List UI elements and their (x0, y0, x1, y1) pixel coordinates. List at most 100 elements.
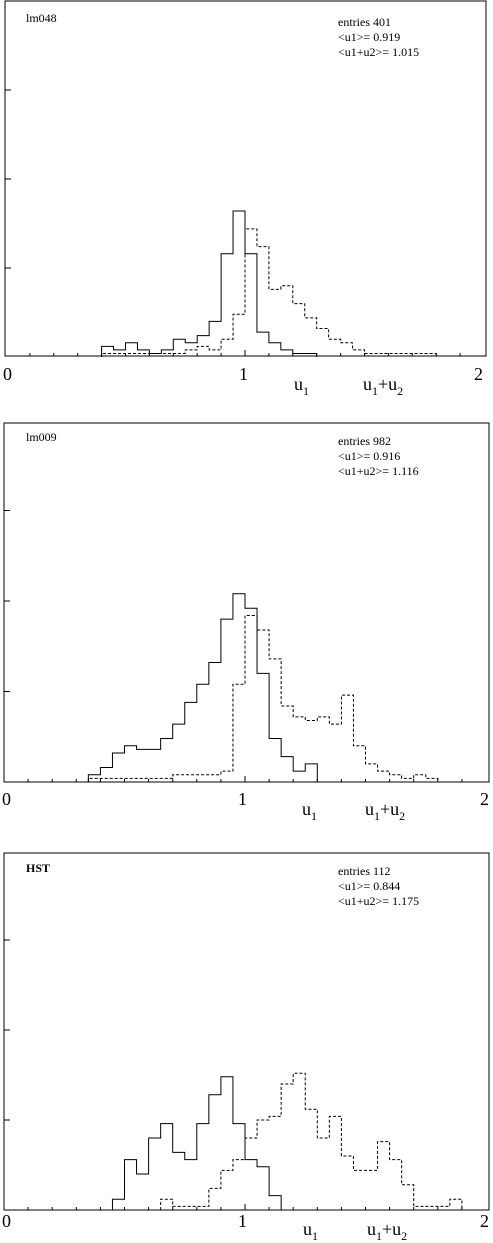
histogram-bin (173, 1206, 185, 1210)
histogram-bin (353, 1170, 365, 1210)
histogram-bin (197, 775, 209, 782)
histogram-bin (402, 778, 414, 782)
entries-stat: entries 401 (338, 15, 391, 29)
u1u2-axis-label: u1+u2 (367, 1219, 408, 1243)
histogram-bin (293, 717, 305, 782)
histogram-bin (378, 771, 390, 782)
histogram-bin (161, 1199, 173, 1210)
histogram-bin (293, 771, 305, 782)
histogram-bin (329, 1116, 341, 1210)
histogram-bin (269, 343, 281, 357)
u1-histogram-line (87, 593, 318, 782)
histogram-bin (100, 768, 112, 782)
histogram-bin (414, 775, 426, 782)
panel-name: HST (26, 861, 51, 875)
u1-histogram-line (101, 210, 318, 357)
mean-u1-stat: <u1>= 0.919 (338, 30, 401, 44)
histogram-bin (221, 254, 233, 357)
histogram-bin (88, 778, 100, 782)
panel-name: lm009 (26, 430, 57, 444)
histogram-bin (329, 724, 341, 782)
histogram-bin (185, 1206, 197, 1210)
x-tick-label-0: 0 (2, 789, 11, 809)
histogram-bin (173, 339, 185, 357)
histogram-bin (353, 746, 365, 782)
histogram-bin (185, 702, 197, 782)
histogram-bin (221, 619, 233, 782)
entries-stat: entries 112 (338, 864, 391, 878)
u1-axis-label: u1 (294, 374, 309, 398)
x-tick-label-1: 1 (238, 789, 247, 809)
histogram-bin (209, 321, 221, 357)
x-tick-label-1: 1 (238, 1211, 247, 1231)
histogram-bin (112, 778, 124, 782)
stats-block: entries 112 <u1>= 0.844 <u1+u2>= 1.175 (338, 864, 419, 909)
histogram-bin (245, 229, 257, 357)
histogram-bin (233, 211, 245, 357)
histogram-bin (305, 1109, 317, 1210)
histogram-bin (137, 749, 149, 782)
x-tick-label-2: 2 (474, 364, 483, 384)
histogram-bin (305, 764, 317, 782)
histogram-bin (305, 720, 317, 782)
histogram-bin (197, 1206, 209, 1210)
histogram-bin (161, 739, 173, 782)
histogram-bin (149, 778, 161, 782)
mean-u1u2-stat: <u1+u2>= 1.116 (338, 464, 419, 478)
histogram-bin (317, 717, 329, 782)
histogram-bin (221, 339, 233, 357)
histogram-bin (366, 764, 378, 782)
histogram-bin (173, 724, 185, 782)
histogram-lm009 (3, 422, 490, 783)
histogram-bin (197, 684, 209, 782)
histogram-bin (233, 314, 245, 357)
panel-name: lm048 (26, 11, 57, 25)
u1u2-histogram-line (87, 614, 439, 782)
histogram-bin (100, 778, 112, 782)
mean-u1-stat: <u1>= 0.844 (338, 879, 401, 893)
histogram-bin (185, 775, 197, 782)
u1u2-histogram-line (160, 1072, 463, 1210)
histogram-bin (341, 343, 353, 357)
histogram-bin (390, 1160, 402, 1210)
histogram-bin (245, 1138, 257, 1210)
histogram-bin (233, 684, 245, 782)
histogram-bin (438, 1206, 450, 1210)
histogram-bin (257, 1167, 269, 1210)
histogram-bin (269, 1196, 281, 1210)
histogram-bin (209, 1095, 221, 1210)
histogram-bin (450, 1199, 462, 1210)
histogram-bin (102, 346, 114, 357)
u1-axis-label: u1 (302, 799, 317, 823)
histogram-bin (269, 659, 281, 782)
x-tick-label-2: 2 (480, 1211, 489, 1231)
histogram-bin (317, 329, 329, 357)
histogram-bin (257, 247, 269, 357)
histogram-bin (257, 1120, 269, 1210)
histogram-bin (341, 1156, 353, 1210)
histogram-bin (414, 1206, 426, 1210)
histogram-bin (126, 343, 138, 357)
histogram-bin (366, 1170, 378, 1210)
histogram-bin (269, 289, 281, 357)
histogram-hst (3, 852, 490, 1211)
plot-frame (3, 852, 490, 1211)
panel-lm048: lm048 entries 401 <u1>= 0.919 <u1+u2>= 1… (0, 0, 493, 410)
x-tick-label-2: 2 (480, 789, 489, 809)
histogram-bin (173, 775, 185, 782)
histogram-bin (245, 254, 257, 357)
histogram-bin (245, 1160, 257, 1210)
mean-u1u2-stat: <u1+u2>= 1.175 (338, 894, 420, 908)
histogram-bin (269, 739, 281, 782)
stats-block: entries 401 <u1>= 0.919 <u1+u2>= 1.015 (338, 15, 419, 60)
stats-block: entries 982 <u1>= 0.916 <u1+u2>= 1.116 (338, 434, 419, 479)
histogram-bin (426, 778, 438, 782)
histogram-bin (402, 1185, 414, 1210)
u1u2-axis-label: u1+u2 (363, 374, 404, 398)
histogram-bin (209, 663, 221, 782)
panel-hst: HST entries 112 <u1>= 0.844 <u1+u2>= 1.1… (0, 835, 493, 1243)
histogram-bin (233, 1124, 245, 1210)
histogram-bin (317, 1138, 329, 1210)
histogram-bin (112, 753, 124, 782)
histogram-bin (233, 1160, 245, 1210)
